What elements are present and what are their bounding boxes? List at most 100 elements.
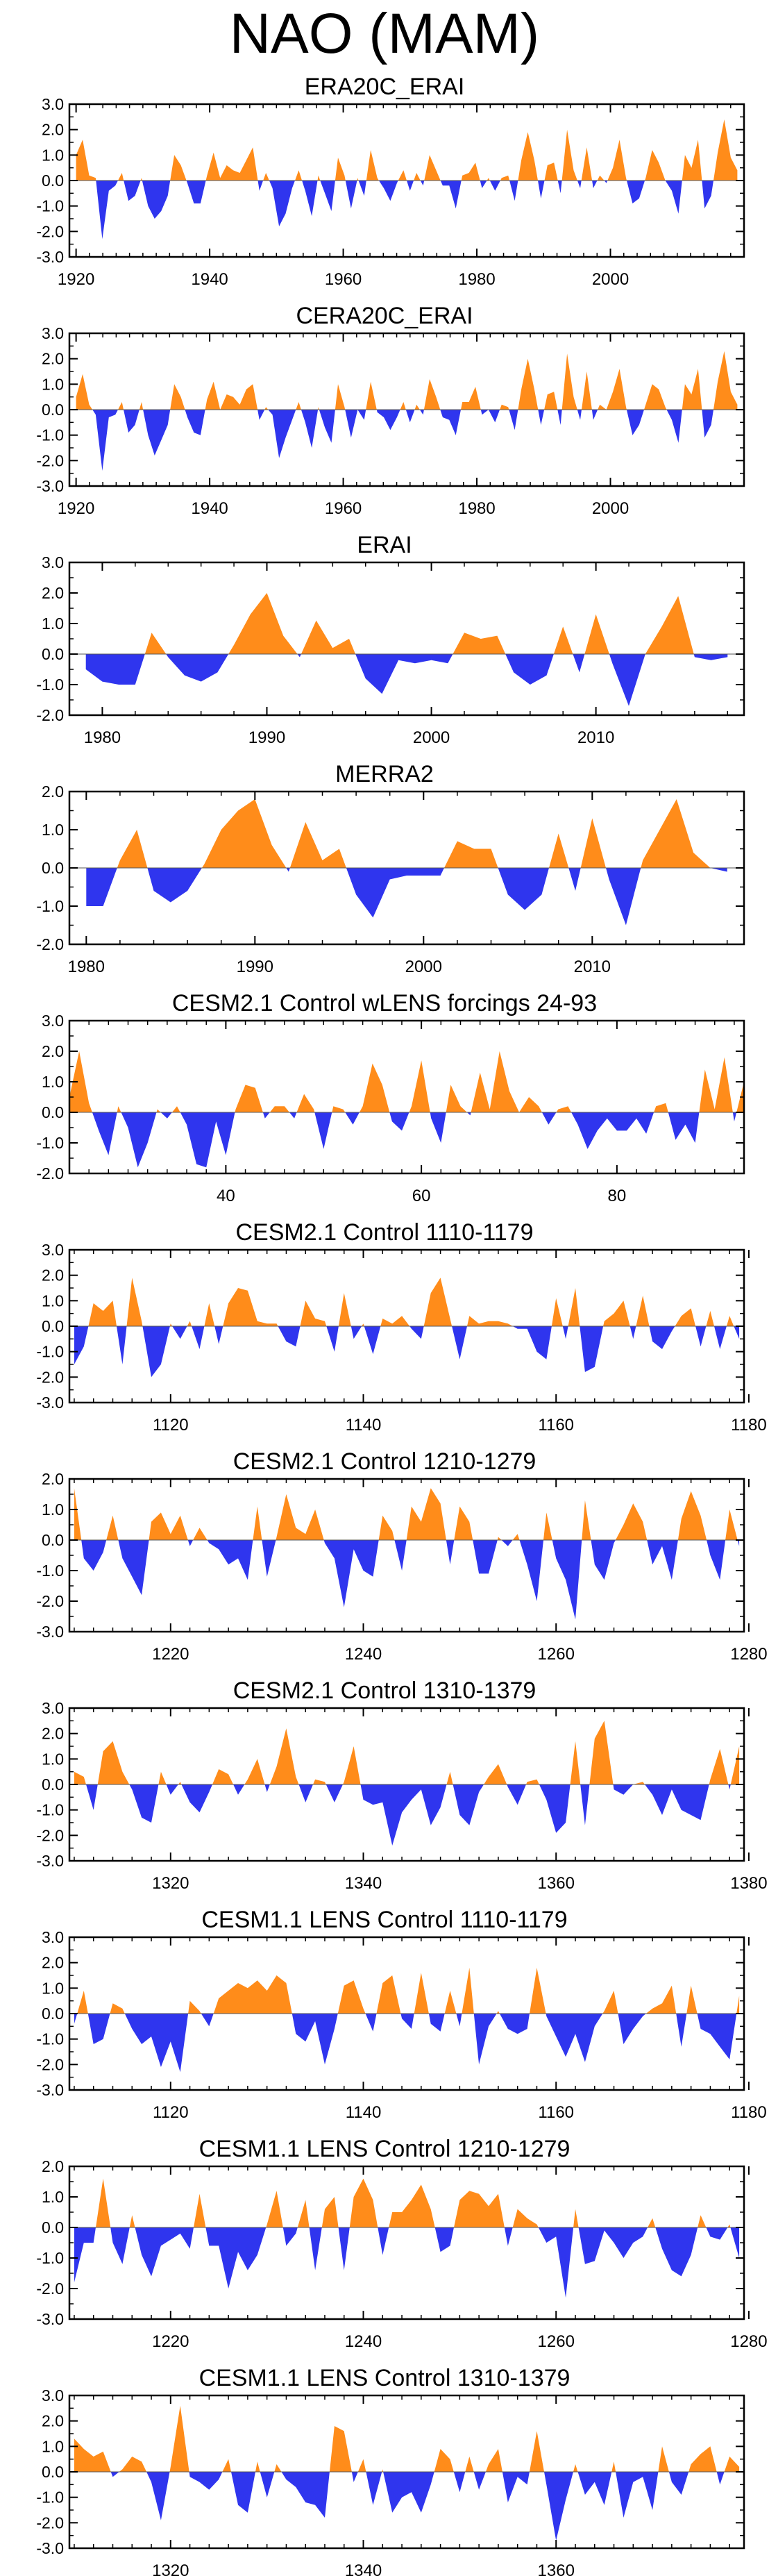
x-tick-label: 1940 [191,499,228,514]
y-tick-label: -2.0 [36,706,64,724]
y-tick-label: 0.0 [42,1317,64,1335]
y-tick-label: 2.0 [42,1954,64,1972]
series-area [69,1968,744,2073]
x-tick-label: 1240 [345,2332,382,2347]
x-tick-label: 2000 [592,270,629,285]
series-area [69,593,744,706]
positive-area [74,2405,740,2472]
x-tick-label: 1160 [538,1416,574,1430]
positive-area [69,1051,744,1112]
y-tick-label: -1.0 [36,897,64,915]
x-tick-label: 1360 [538,1874,575,1889]
y-tick-label: 1.0 [42,1073,64,1091]
y-tick-label: 1.0 [42,375,64,393]
negative-area [74,2227,740,2298]
y-tick-label: -1.0 [36,1562,64,1580]
y-tick-label: -3.0 [36,248,64,266]
positive-area [76,351,738,410]
panel-title: CESM2.1 Control 1310-1379 [233,1678,536,1704]
series-area [69,799,744,926]
x-tick-label: 1990 [248,728,285,743]
chart-panel-10: CESM1.1 LENS Control 1210-1279 2.0 1.0 0.0 -… [36,2136,767,2347]
y-tick-label: -2.0 [36,1826,64,1844]
series-area [69,1488,744,1620]
chart-panel-5: CESM2.1 Control wLENS forcings 24-93 3.0 2… [36,990,745,1201]
panel-title: CESM2.1 Control wLENS forcings 24-93 [172,990,597,1017]
y-tick-label: 1.0 [42,2437,64,2455]
negative-area [74,2472,740,2541]
plot-frame [68,1936,745,2091]
x-tick-label: 1220 [152,1645,189,1659]
chart-panel-4: MERRA2 2.0 1.0 0.0 -1.0 -2.0 1980 1990 2000 2010 [36,761,745,972]
plot-frame [68,790,745,946]
plot-frame [68,1478,745,1633]
x-tick-label: 1980 [458,270,495,285]
positive-area [74,1968,740,2014]
y-tick-label: 3.0 [42,1699,64,1717]
figure-title: NAO (MAM) [229,2,540,65]
negative-area [74,1326,740,1378]
chart-panel-11: CESM1.1 LENS Control 1310-1379 3.0 2.0 1.0 0… [36,2365,745,2576]
y-tick-label: 3.0 [42,553,64,571]
panel-title: ERA20C_ERAI [305,74,465,100]
y-tick-label: -1.0 [36,1343,64,1361]
y-tick-label: -3.0 [36,2539,64,2557]
y-tick-label: -2.0 [36,1368,64,1386]
negative-area [74,2014,740,2073]
y-tick-label: -2.0 [36,2055,64,2073]
y-tick-label: 2.0 [42,1042,64,1060]
y-tick-label: 3.0 [42,95,64,113]
x-tick-label: 1360 [538,2561,575,2576]
x-tick-label: 1140 [346,1416,382,1430]
chart-panel-8: CESM2.1 Control 1310-1379 3.0 2.0 1.0 0.0 -1.… [36,1678,767,1889]
plot-frame [68,561,745,717]
y-tick-label: -1.0 [36,2489,64,2507]
y-tick-label: 2.0 [42,1266,64,1285]
x-tick-label: 2000 [405,957,442,972]
chart-panel-9: CESM1.1 LENS Control 1110-1179 3.0 2.0 1.0 0… [36,1907,766,2118]
y-tick-label: -1.0 [36,2030,64,2048]
y-tick-label: 3.0 [42,2386,64,2404]
y-tick-label: -2.0 [36,935,64,953]
y-tick-label: 1.0 [42,146,64,164]
x-tick-label: 1280 [730,2332,767,2347]
positive-area [76,119,738,181]
series-area [69,2405,744,2541]
x-tick-label: 1120 [153,1416,189,1430]
x-tick-label: 2010 [574,957,611,972]
y-tick-label: 0.0 [42,2005,64,2023]
x-tick-label: 1960 [325,499,362,514]
series-area [69,119,744,240]
y-tick-label: 2.0 [42,1470,64,1488]
x-tick-label: 2000 [413,728,450,743]
positive-area [74,1278,740,1326]
series-area [69,1051,744,1168]
panel-title: CESM1.1 LENS Control 1110-1179 [201,1907,567,1933]
x-tick-label: 1920 [58,270,94,285]
x-tick-label: 1990 [237,957,273,972]
negative-area [86,868,727,926]
y-tick-label: 1.0 [42,2188,64,2206]
y-tick-label: 2.0 [42,783,64,801]
y-tick-label: 0.0 [42,172,64,190]
x-tick-label: 1120 [153,2103,189,2118]
y-tick-label: 0.0 [42,401,64,419]
panel-title: ERAI [357,532,412,558]
plot-frame [68,332,745,487]
negative-area [76,181,738,240]
y-tick-label: 0.0 [42,1775,64,1793]
y-tick-label: -3.0 [36,2081,64,2099]
y-tick-label: 2.0 [42,350,64,368]
x-tick-label: 1180 [731,1416,767,1430]
x-tick-label: 1260 [538,2332,575,2347]
y-tick-label: -2.0 [36,451,64,469]
y-tick-label: -2.0 [36,222,64,240]
y-tick-label: -3.0 [36,1623,64,1641]
x-tick-label: 1920 [58,499,94,514]
y-tick-label: -2.0 [36,1164,64,1182]
y-tick-label: -2.0 [36,1592,64,1610]
plot-frame [68,103,745,258]
y-tick-label: 1.0 [42,1750,64,1768]
y-tick-label: -1.0 [36,676,64,694]
